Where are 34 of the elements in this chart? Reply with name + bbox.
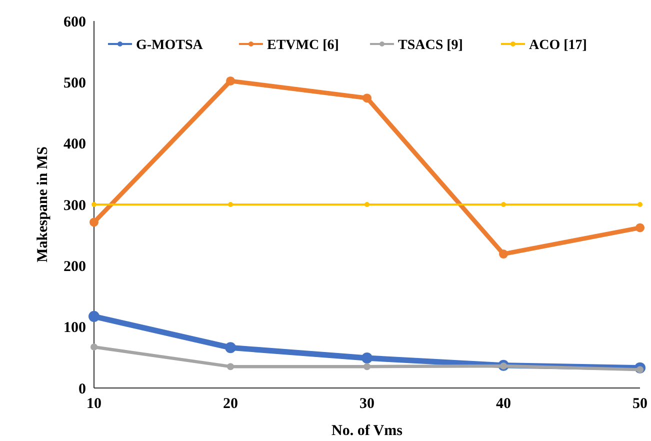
y-axis-title: Makespane in MS (35, 146, 51, 262)
y-tick-label: 300 (64, 198, 86, 214)
point (362, 94, 372, 103)
point (364, 363, 370, 370)
y-tick-label: 200 (64, 258, 86, 275)
x-tick-label: 30 (360, 396, 374, 412)
legend-label: ACO [17] (529, 38, 587, 53)
legend-label: ETVMC [6] (267, 38, 339, 53)
y-tick-label: 400 (64, 136, 86, 153)
x-tick-label: 40 (496, 396, 511, 412)
point (364, 202, 370, 207)
point (90, 344, 98, 351)
point (227, 363, 234, 370)
y-tick-label: 0 (78, 381, 86, 398)
point (226, 76, 235, 86)
point (92, 202, 96, 207)
point (88, 310, 100, 322)
point (362, 352, 372, 364)
legend-label: G-MOTSA (136, 38, 204, 53)
x-tick-label: 50 (632, 396, 648, 412)
point (638, 202, 642, 207)
x-tick-label: 10 (86, 396, 102, 412)
point (90, 218, 98, 227)
y-tick-label: 100 (64, 320, 86, 336)
point (499, 250, 508, 259)
legend-label: TSACS [9] (398, 38, 463, 53)
x-tick-label: 20 (223, 396, 238, 412)
point (501, 202, 506, 207)
point (228, 202, 233, 207)
point (636, 223, 644, 232)
x-axis-title: No. of Vms (332, 423, 403, 439)
point (225, 342, 236, 354)
y-tick-label: 600 (64, 14, 86, 30)
y-tick-label: 500 (64, 75, 86, 92)
